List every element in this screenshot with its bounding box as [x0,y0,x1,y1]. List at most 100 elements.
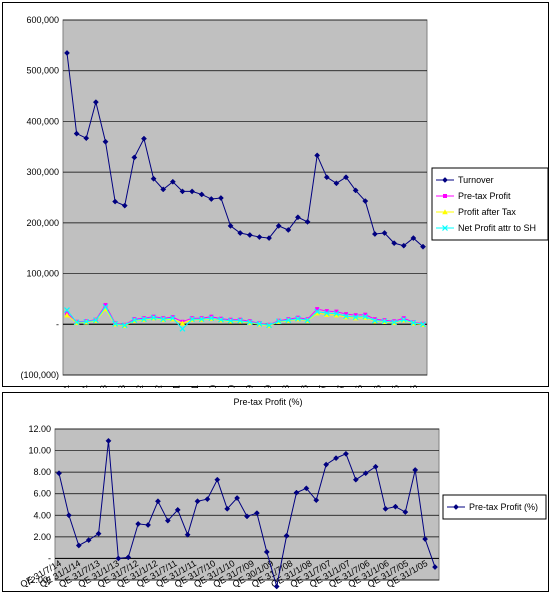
data-point [121,322,128,329]
data-point [64,50,70,56]
x-tick-label: QE 31/7/05 [391,385,401,388]
data-point [244,513,250,520]
y-tick-label: 2.00 [33,532,51,542]
data-point [256,234,263,241]
plot-area [54,428,440,581]
data-point [275,318,282,325]
data-point [362,198,369,205]
data-point [315,307,320,312]
data-point [334,309,339,314]
legend-marker [453,504,459,510]
data-point [150,175,157,182]
x-tick-label: QE 30/1/09 [263,385,273,388]
data-point [381,230,388,236]
data-point [198,316,205,323]
y-tick-label: 600,000 [26,15,59,25]
data-point [95,530,102,537]
data-point [381,318,388,325]
legend-marker [442,225,448,231]
data-point [400,316,407,323]
legend-label: Pre-tax Profit [458,191,511,201]
data-point [135,520,142,527]
data-point [412,467,419,473]
data-point [294,214,301,221]
x-tick-label: QE 31/7/13 [99,385,109,388]
data-point [179,325,186,332]
data-point [169,315,176,322]
data-point [150,314,157,321]
data-point [432,564,438,571]
data-point [353,313,358,318]
y-tick-label: 12.00 [28,424,51,434]
data-point [304,317,311,324]
y-tick-label: 4.00 [33,510,51,520]
data-point [160,316,167,323]
data-point [246,319,253,326]
data-point [83,318,90,325]
data-point [92,317,99,324]
data-point [266,235,273,242]
data-point [208,315,215,322]
y-tick-label: 400,000 [26,116,59,126]
data-point [314,310,320,316]
legend-marker [443,194,447,198]
data-point [75,542,82,549]
x-tick-label: QE 31/1/10 [226,385,236,388]
data-point [73,130,80,137]
x-tick-label: QE 31/1/05 [409,385,419,388]
data-point [56,470,62,477]
data-point [227,222,234,229]
data-point [410,319,417,326]
x-tick-label: QE 31/7/14 [62,385,72,388]
x-tick-label: QE 31/7/08 [281,385,291,388]
data-point [392,503,399,510]
data-point [141,135,147,142]
series-line [66,52,424,248]
y-tick-label: (2.00) [27,575,51,585]
data-point [304,218,311,225]
data-point [371,231,378,237]
x-tick-label: QE 31/1/13 [117,385,127,388]
data-point [285,227,292,233]
y-tick-label: (100,000) [20,370,59,380]
data-point [266,322,272,329]
data-point [189,316,196,323]
y-tick-label: 8.00 [33,467,51,477]
chart-title: Pre-tax Profit (%) [233,397,302,407]
x-tick-label: QE 31/1/07 [336,385,346,388]
data-point [323,311,330,317]
y-tick-label: 100,000 [26,269,59,279]
data-point [83,135,90,142]
data-point [105,437,112,444]
data-point [352,476,359,483]
data-point [256,320,263,327]
data-point [253,510,260,517]
data-point [85,537,92,544]
data-point [303,485,310,492]
data-point [342,450,349,457]
data-point [112,320,119,327]
data-point [154,498,161,505]
legend-label: Net Profit attr to SH [458,223,536,233]
x-tick-label: QE 31/1/06 [372,385,382,388]
x-tick-label: QE 31/1/08 [299,385,309,388]
data-point [174,506,181,513]
data-point [145,522,152,528]
y-tick-label: 500,000 [26,66,59,76]
y-tick-label: - [48,553,51,563]
data-point [420,321,426,328]
data-point [64,312,70,318]
y-tick-label: 6.00 [33,489,51,499]
data-point [141,316,147,323]
data-point [313,497,320,504]
data-point [121,202,128,209]
x-tick-label: QE 31/7/12 [135,385,145,388]
data-point [102,138,109,145]
data-point [362,470,369,477]
data-point [73,319,80,326]
data-point [333,312,340,318]
y-tick-label: 200,000 [26,218,59,228]
data-point [402,509,409,516]
data-point [324,309,329,314]
